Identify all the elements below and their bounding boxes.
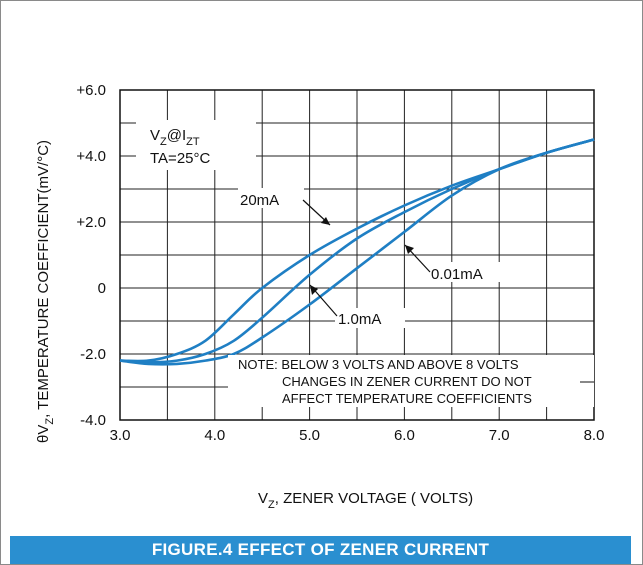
- note-line-2: CHANGES IN ZENER CURRENT DO NOT: [282, 374, 532, 389]
- condition-label-2: TA=25°C: [150, 150, 210, 167]
- label-bg-0-01mA: [428, 262, 512, 282]
- x-axis-title: VZ, ZENER VOLTAGE ( VOLTS): [258, 490, 473, 511]
- x-tick-label: 5.0: [299, 427, 320, 444]
- condition-box: [136, 120, 256, 170]
- y-tick-label: +4.0: [76, 148, 106, 165]
- zener-tc-chart: 3.0 4.0 5.0 6.0 7.0 8.0+6.0+4.0+2.00-2.0-4.0 …: [35, 82, 604, 511]
- series-label-20mA: 20mA: [240, 192, 279, 209]
- y-tick-label: -2.0: [80, 346, 106, 363]
- x-tick-label: 3.0: [110, 427, 131, 444]
- y-tick-label: +2.0: [76, 214, 106, 231]
- arrowhead-20mA: [321, 217, 330, 225]
- y-tick-label: -4.0: [80, 412, 106, 429]
- x-tick-label: 7.0: [489, 427, 510, 444]
- x-tick-label: 6.0: [394, 427, 415, 444]
- arrowhead-1-0mA: [310, 285, 318, 295]
- plot-border: [119, 89, 595, 421]
- series-label-0-01mA: 0.01mA: [431, 266, 483, 283]
- y-tick-label: +6.0: [76, 82, 106, 99]
- y-tick-label: 0: [98, 280, 106, 297]
- label-bg-20mA: [238, 188, 304, 208]
- curve-0-01mA: [119, 138, 595, 366]
- axis-ticks: 3.0 4.0 5.0 6.0 7.0 8.0 +6.0 +4.0 +2.0 0 -2.0 -4.0: [76, 82, 604, 444]
- curves: [119, 138, 595, 366]
- note-line-1: NOTE: BELOW 3 VOLTS AND ABOVE 8 VOLTS: [238, 357, 519, 372]
- figure-caption: FIGURE.4 EFFECT OF ZENER CURRENT: [10, 536, 631, 564]
- series-label-1-0mA: 1.0mA: [338, 311, 381, 328]
- arrowhead-0-01mA: [405, 245, 414, 254]
- note-box: [228, 355, 594, 407]
- y-axis-title: θVZ, TEMPERATURE COEFFICIENT(mV/°C): [35, 140, 56, 443]
- note-line-3: AFFECT TEMPERATURE COEFFICIENTS: [282, 391, 532, 406]
- label-bg-1-0mA: [335, 308, 405, 328]
- x-tick-label: 8.0: [584, 427, 605, 444]
- x-tick-label: 4.0: [204, 427, 225, 444]
